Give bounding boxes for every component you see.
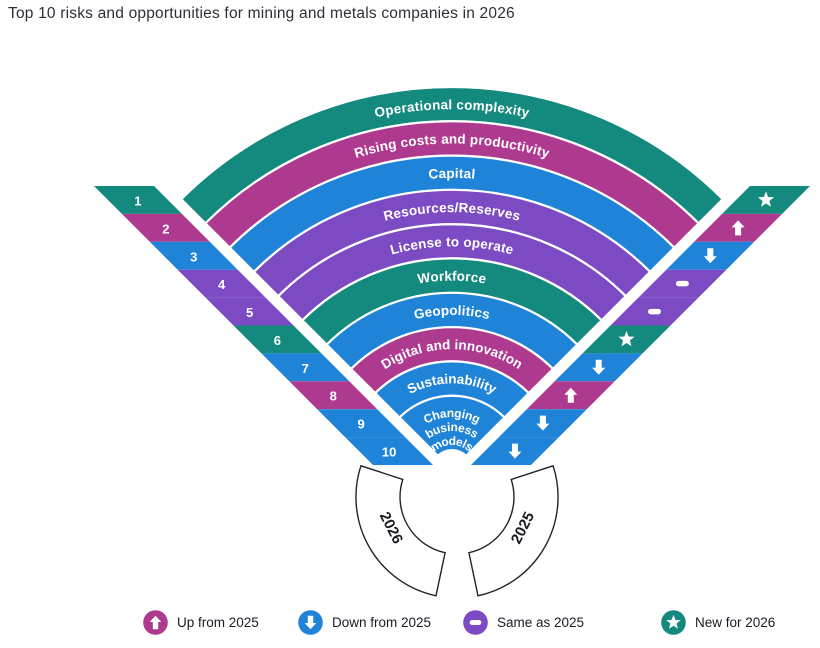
ring-arc-2026 [355,464,446,597]
rank-tab-2 [121,213,210,242]
rank-number: 6 [274,333,281,348]
rank-number: 7 [302,361,309,376]
fan-band-label: Workforce [416,268,487,286]
page-title: Top 10 risks and opportunities for minin… [8,5,515,22]
rank-number: 3 [190,249,197,264]
legend-label: Up from 2025 [177,614,259,630]
rank-number: 4 [218,277,226,292]
rank-number: 9 [357,417,364,432]
ring-arc-2025 [468,464,559,597]
fan-band-label: Capital [428,165,476,181]
rank-tab-1 [94,186,182,214]
rank-number: 10 [382,445,396,460]
rank-number: 5 [246,305,253,320]
dash-icon [648,308,661,315]
rank-tab-3 [149,241,238,270]
rank-tab-8 [289,381,378,410]
rank-number: 1 [134,193,141,208]
legend-label: New for 2026 [695,614,776,630]
legend-item-down: Down from 2025 [298,606,431,638]
fan-band-10 [397,394,507,458]
dash-icon [463,609,488,635]
rank-number: 8 [330,389,337,404]
legend-item-same: Same as 2025 [463,606,584,638]
dash-icon [675,280,689,287]
fan-band-label: Changing [421,406,482,426]
fan-band-label: Geopolitics [412,302,491,321]
year-ring: 2026 2025 [355,464,559,597]
rank-tab-7 [261,353,350,382]
rank-number: 2 [162,221,169,236]
legend-item-new: New for 2026 [661,606,775,638]
down-arrow-icon [298,609,323,635]
legend-item-up: Up from 2025 [143,606,259,638]
legend-label: Same as 2025 [497,614,585,630]
star-icon [661,609,686,635]
rank-tab-4 [177,269,266,298]
rank-tab-9 [317,409,406,438]
rank-tab-10 [345,437,433,465]
rank-tab-6 [233,325,322,354]
legend: Up from 2025 Down from 2025 Same as 2025… [0,606,820,638]
up-arrow-icon [143,609,168,635]
rank-tab-5 [205,297,294,326]
legend-label: Down from 2025 [332,614,432,630]
